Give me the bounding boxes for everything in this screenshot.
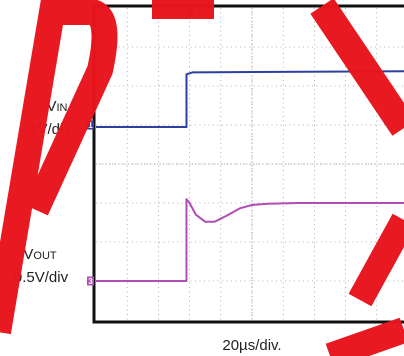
vout-label: VOUT bbox=[23, 246, 57, 263]
vout-label-sub: OUT bbox=[33, 250, 57, 262]
svg-text:1: 1 bbox=[88, 121, 93, 130]
vin-label-sub: IN bbox=[57, 102, 68, 114]
time-scale-label: 20µs/div. bbox=[222, 337, 281, 354]
scope-grid bbox=[96, 8, 404, 320]
svg-text:3: 3 bbox=[88, 277, 93, 286]
trace-vin bbox=[96, 70, 404, 128]
channel-marker-vin: 1 bbox=[87, 120, 94, 130]
watermark-stroke bbox=[325, 213, 404, 356]
vin-label: VIN bbox=[46, 98, 67, 115]
channel-marker-vout: 3 bbox=[87, 276, 94, 286]
watermark-stroke bbox=[0, 0, 118, 335]
vin-label-main: V bbox=[46, 98, 56, 115]
scope-traces bbox=[96, 70, 404, 282]
vout-scale-label: 0.5V/div bbox=[14, 269, 69, 286]
vout-label-main: V bbox=[23, 246, 33, 263]
watermark-stroke bbox=[310, 0, 404, 136]
trace-vout bbox=[96, 198, 404, 282]
